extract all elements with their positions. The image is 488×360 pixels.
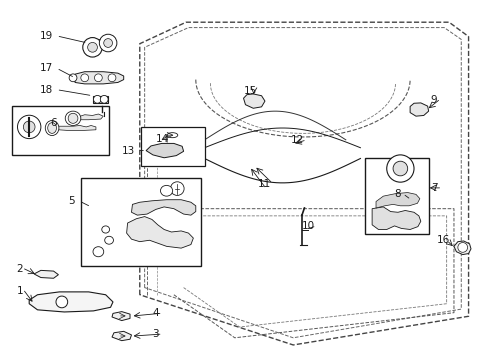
Ellipse shape — [93, 247, 103, 257]
Polygon shape — [34, 270, 58, 278]
Circle shape — [108, 74, 116, 82]
Text: 3: 3 — [152, 329, 158, 339]
Bar — [12, 107, 109, 155]
Circle shape — [392, 161, 407, 176]
Text: 11: 11 — [258, 179, 271, 189]
Polygon shape — [371, 207, 420, 229]
Text: 4: 4 — [152, 309, 158, 318]
Text: 10: 10 — [302, 221, 314, 231]
Circle shape — [103, 39, 112, 48]
Text: 19: 19 — [40, 31, 54, 41]
Text: 9: 9 — [430, 95, 436, 105]
Polygon shape — [29, 292, 113, 312]
Polygon shape — [87, 40, 113, 46]
Ellipse shape — [45, 121, 59, 135]
Ellipse shape — [102, 226, 109, 233]
Bar — [365, 158, 428, 234]
Text: 2: 2 — [17, 264, 23, 274]
Text: 13: 13 — [122, 145, 135, 156]
Circle shape — [94, 74, 102, 82]
Polygon shape — [112, 312, 130, 320]
Text: 7: 7 — [431, 183, 437, 193]
Text: 17: 17 — [40, 63, 54, 73]
Text: 18: 18 — [40, 85, 54, 95]
Bar — [81, 178, 200, 266]
Polygon shape — [146, 143, 183, 158]
Text: 6: 6 — [50, 118, 57, 128]
Polygon shape — [58, 126, 96, 131]
Ellipse shape — [167, 133, 178, 138]
Polygon shape — [80, 114, 103, 120]
Text: 15: 15 — [243, 86, 256, 96]
Polygon shape — [243, 94, 264, 108]
Circle shape — [81, 74, 88, 82]
Polygon shape — [126, 217, 193, 248]
Ellipse shape — [48, 123, 56, 134]
Circle shape — [100, 95, 108, 103]
Polygon shape — [453, 241, 470, 255]
Circle shape — [386, 155, 413, 182]
Polygon shape — [375, 193, 419, 208]
Text: 8: 8 — [394, 189, 400, 199]
Ellipse shape — [104, 236, 113, 244]
Polygon shape — [75, 72, 123, 84]
Circle shape — [82, 37, 102, 57]
Text: 5: 5 — [68, 196, 75, 206]
Text: 1: 1 — [17, 286, 23, 296]
Circle shape — [99, 34, 117, 52]
Circle shape — [18, 115, 41, 139]
Circle shape — [170, 182, 183, 195]
Bar — [141, 127, 204, 166]
Circle shape — [56, 296, 67, 308]
Polygon shape — [92, 96, 108, 103]
Ellipse shape — [65, 111, 81, 126]
Text: 16: 16 — [436, 235, 449, 245]
Polygon shape — [112, 331, 131, 341]
Polygon shape — [131, 200, 195, 215]
Ellipse shape — [68, 113, 78, 123]
Polygon shape — [409, 103, 428, 116]
Circle shape — [69, 74, 77, 82]
Text: 14: 14 — [156, 134, 169, 144]
Circle shape — [23, 121, 35, 133]
Circle shape — [87, 42, 97, 52]
Text: 12: 12 — [290, 135, 304, 145]
Ellipse shape — [160, 185, 172, 196]
Circle shape — [457, 243, 467, 252]
Circle shape — [93, 95, 101, 103]
